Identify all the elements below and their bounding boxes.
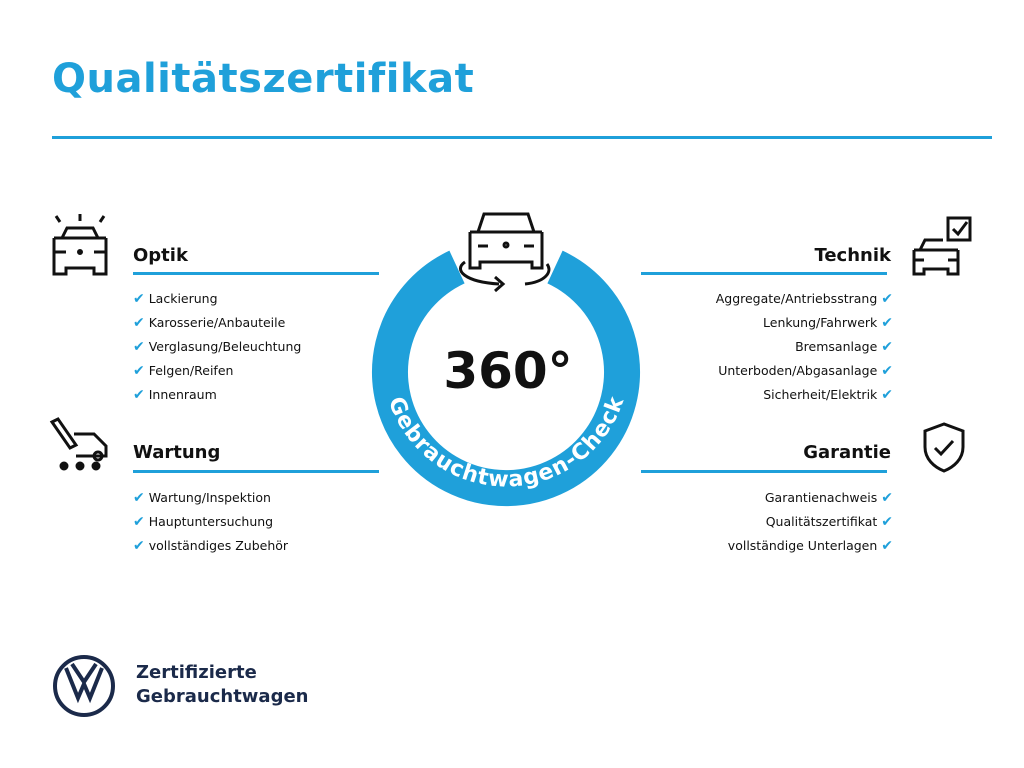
list-item: vollständige Unterlagen ✔	[728, 534, 893, 558]
optik-list: ✔ Lackierung ✔ Karosserie/Anbauteile ✔ V…	[133, 287, 301, 407]
garantie-list: Garantienachweis ✔ Qualitätszertifikat ✔…	[728, 486, 893, 558]
item-label: Lackierung	[148, 291, 218, 306]
page-title: Qualitätszertifikat	[52, 56, 475, 102]
list-item: ✔ Verglasung/Beleuchtung	[133, 335, 301, 359]
list-item: Garantienachweis ✔	[728, 486, 893, 510]
item-label: Innenraum	[148, 387, 217, 402]
list-item: Sicherheit/Elektrik ✔	[716, 383, 893, 407]
check-icon: ✔	[881, 514, 893, 530]
shield-check-icon	[923, 422, 965, 473]
check-icon: ✔	[133, 339, 145, 355]
item-label: Hauptuntersuchung	[148, 514, 274, 529]
item-label: Karosserie/Anbauteile	[148, 315, 286, 330]
item-label: vollständige Unterlagen	[727, 538, 878, 553]
title-divider	[52, 136, 992, 139]
check-icon: ✔	[133, 315, 145, 331]
list-item: Lenkung/Fahrwerk ✔	[716, 311, 893, 335]
ring-text: Gebrauchtwagen-Check	[383, 392, 629, 492]
item-label: Wartung/Inspektion	[148, 490, 271, 505]
car-lights-icon	[52, 214, 108, 276]
list-item: ✔ Innenraum	[133, 383, 301, 407]
item-label: vollständiges Zubehör	[148, 538, 289, 553]
wartung-list: ✔ Wartung/Inspektion ✔ Hauptuntersuchung…	[133, 486, 288, 558]
check-icon: ✔	[881, 363, 893, 379]
check-icon: ✔	[881, 339, 893, 355]
list-item: ✔ Felgen/Reifen	[133, 359, 301, 383]
section-divider	[641, 272, 887, 275]
item-label: Aggregate/Antriebsstrang	[715, 291, 878, 306]
check-icon: ✔	[881, 315, 893, 331]
check-icon: ✔	[881, 538, 893, 554]
list-item: ✔ Wartung/Inspektion	[133, 486, 288, 510]
list-item: ✔ Karosserie/Anbauteile	[133, 311, 301, 335]
check-icon: ✔	[133, 514, 145, 530]
list-item: Unterboden/Abgasanlage ✔	[716, 359, 893, 383]
service-van-icon	[49, 417, 108, 471]
check-icon: ✔	[133, 538, 145, 554]
section-title-optik: Optik	[133, 245, 188, 266]
check-icon: ✔	[133, 291, 145, 307]
item-label: Garantienachweis	[764, 490, 878, 505]
section-title-wartung: Wartung	[133, 442, 221, 463]
section-divider	[641, 470, 887, 473]
list-item: Qualitätszertifikat ✔	[728, 510, 893, 534]
item-label: Sicherheit/Elektrik	[763, 387, 878, 402]
list-item: ✔ Lackierung	[133, 287, 301, 311]
section-title-garantie: Garantie	[803, 442, 891, 463]
list-item: ✔ Hauptuntersuchung	[133, 510, 288, 534]
brand-line1: Zertifizierte	[136, 662, 257, 683]
list-item: Bremsanlage ✔	[716, 335, 893, 359]
item-label: Lenkung/Fahrwerk	[763, 315, 878, 330]
list-item: Aggregate/Antriebsstrang ✔	[716, 287, 893, 311]
check-icon: ✔	[133, 363, 145, 379]
degree-label: 360°	[443, 342, 572, 400]
item-label: Bremsanlage	[795, 339, 878, 354]
check-icon: ✔	[881, 490, 893, 506]
car-rotate-icon	[459, 212, 551, 293]
list-item: ✔ vollständiges Zubehör	[133, 534, 288, 558]
section-title-technik: Technik	[814, 245, 891, 266]
badge-ring	[372, 250, 640, 507]
item-label: Qualitätszertifikat	[765, 514, 878, 529]
car-checkbox-icon	[912, 216, 972, 276]
check-icon: ✔	[881, 387, 893, 403]
item-label: Unterboden/Abgasanlage	[718, 363, 878, 378]
vw-logo	[53, 655, 115, 717]
check-icon: ✔	[133, 490, 145, 506]
section-divider	[133, 272, 379, 275]
brand-text: Zertifizierte Gebrauchtwagen	[136, 661, 308, 709]
check-icon: ✔	[133, 387, 145, 403]
section-divider	[133, 470, 379, 473]
check-icon: ✔	[881, 291, 893, 307]
item-label: Felgen/Reifen	[148, 363, 234, 378]
brand-line2: Gebrauchtwagen	[136, 686, 309, 707]
item-label: Verglasung/Beleuchtung	[148, 339, 302, 354]
technik-list: Aggregate/Antriebsstrang ✔ Lenkung/Fahrw…	[716, 287, 893, 407]
